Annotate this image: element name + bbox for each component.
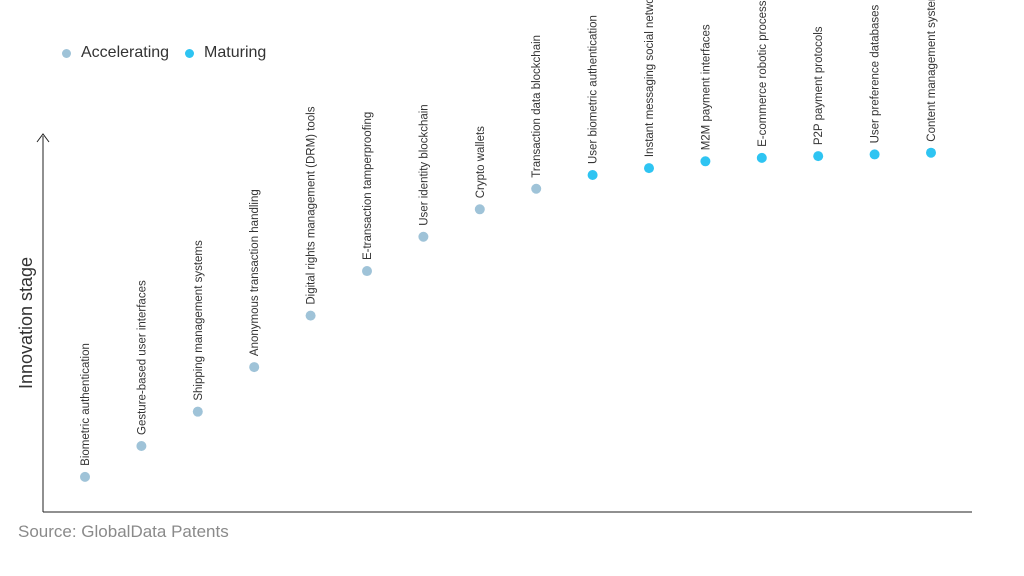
point-label-transaction-data-blockchain: Transaction data blockchain [531,35,543,178]
point-label-user-biometric-authentication: User biometric authentication [588,15,600,164]
legend-dot-maturing [185,48,195,58]
point-anonymous-transaction-handling [249,362,260,373]
point-label-gesture-based-user-interfaces: Gesture-based user interfaces [136,280,148,435]
point-label-e-commerce-robotic-process-automation: E-commerce robotic process automation [757,0,769,147]
point-biometric-authentication [80,471,90,482]
point-shipping-management-systems [192,406,203,417]
y-axis-label: Innovation stage [16,257,36,389]
legend-item-maturing: Maturing [185,44,266,62]
point-label-content-management-system: Content management system [926,0,938,142]
legend-label-accelerating: Accelerating [81,44,170,61]
point-user-biometric-authentication [587,170,598,181]
legend-item-accelerating: Accelerating [62,44,169,62]
point-p2p-payment-protocols [813,151,824,162]
y-axis-arrow [36,133,50,143]
point-user-preference-databases [869,149,880,160]
point-label-shipping-management-systems: Shipping management systems [193,240,205,401]
chart-marks: Biometric authentication Gesture-based us… [80,0,938,482]
point-label-m2m-payment-interfaces: M2M payment interfaces [700,24,712,150]
legend-label-maturing: Maturing [204,44,267,61]
source-note: Source: GlobalData Patents [18,522,229,541]
legend: Accelerating Maturing [62,44,266,62]
point-label-crypto-wallets: Crypto wallets [475,126,487,198]
point-label-digital-rights-management-drm-tools: Digital rights management (DRM) tools [306,106,318,304]
point-label-e-transaction-tamperproofing: E-transaction tamperproofing [362,112,374,260]
point-content-management-system [926,147,936,158]
point-instant-messaging-social-network [644,163,654,174]
point-e-transaction-tamperproofing [362,266,372,277]
point-label-anonymous-transaction-handling: Anonymous transaction handling [249,189,261,356]
point-label-p2p-payment-protocols: P2P payment protocols [813,26,825,145]
point-digital-rights-management-drm-tools [305,310,316,321]
point-user-identity-blockchain [418,231,429,242]
point-transaction-data-blockchain [531,183,542,194]
point-label-user-identity-blockchain: User identity blockchain [418,104,430,225]
point-e-commerce-robotic-process-automation [756,152,767,163]
point-m2m-payment-interfaces [700,156,711,167]
point-label-user-preference-databases: User preference databases [870,4,882,143]
point-crypto-wallets [474,204,485,215]
legend-dot-accelerating [62,48,71,58]
axes: Innovation stage [16,133,972,513]
point-label-biometric-authentication: Biometric authentication [80,343,92,466]
point-gesture-based-user-interfaces [136,440,147,451]
point-label-instant-messaging-social-network: Instant messaging social network [644,0,656,157]
